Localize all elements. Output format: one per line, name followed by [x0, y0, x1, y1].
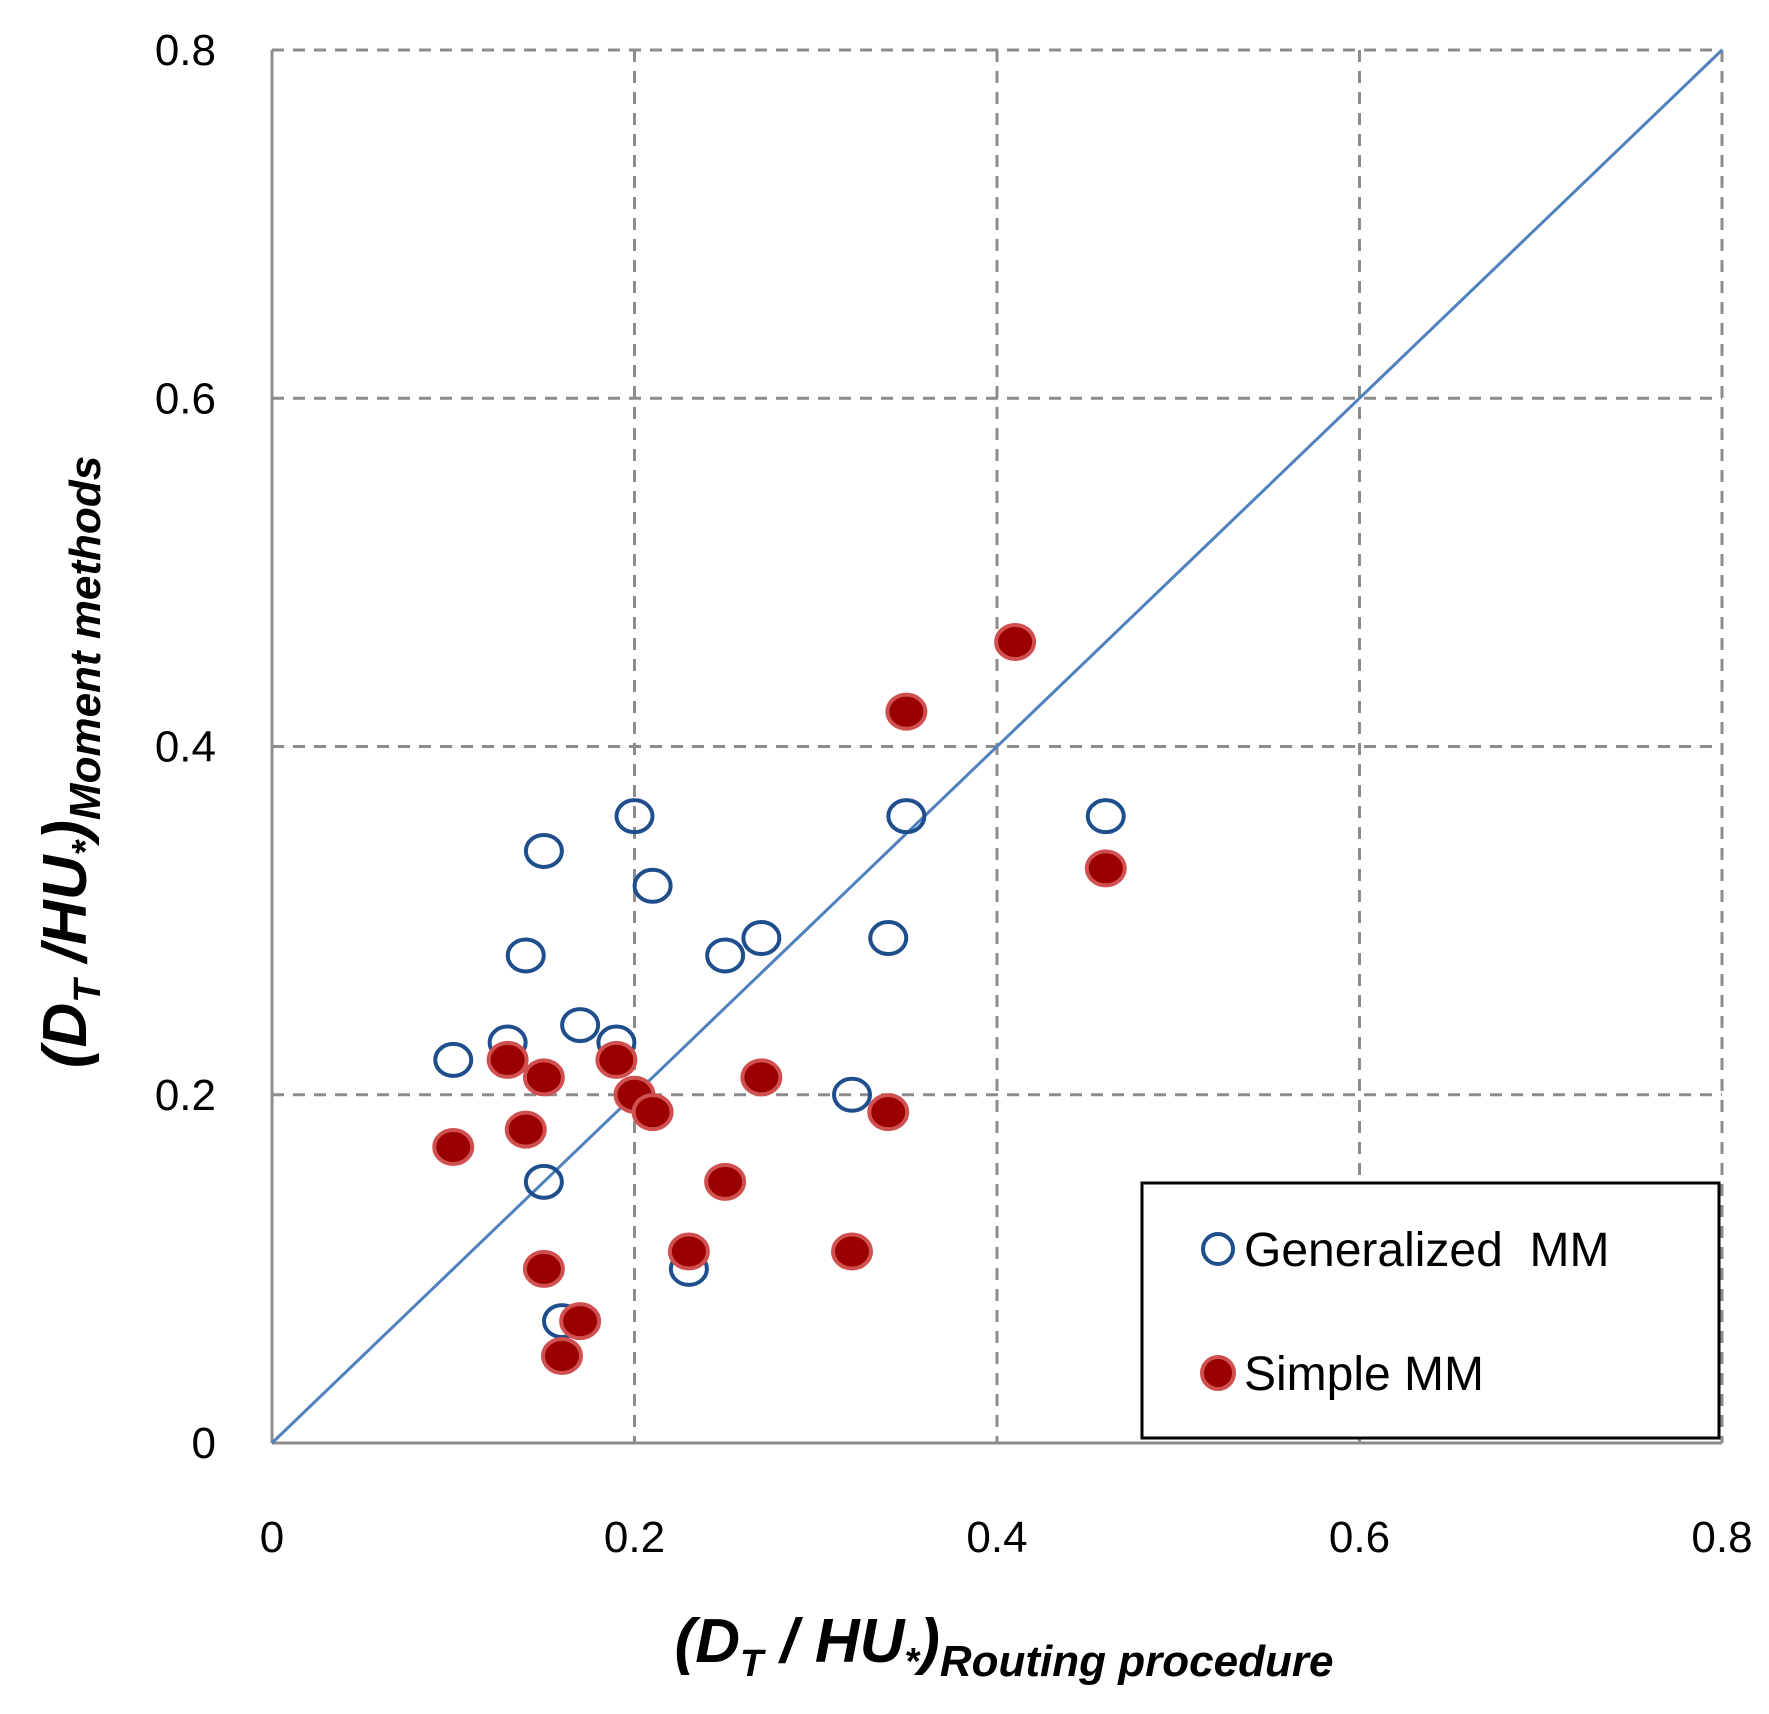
generalized-mm-point	[632, 867, 673, 904]
x-tick-label: 0.8	[1691, 1513, 1752, 1562]
simple-mm-point	[867, 1093, 910, 1132]
generalized-mm-point	[433, 1041, 474, 1078]
legend: Generalized MM Simple MM	[1140, 1181, 1721, 1440]
y-tick-label: 0.2	[155, 1071, 216, 1120]
generalized-mm-point	[832, 1076, 872, 1113]
simple-mm-point	[994, 623, 1037, 662]
y-tick-labels: 0 0.2 0.4 0.6 0.8	[155, 26, 216, 1468]
simple-mm-point	[831, 1232, 873, 1271]
simple-mm-point	[667, 1232, 710, 1271]
simple-mm-point	[559, 1302, 602, 1341]
generalized-mm-point	[560, 1007, 601, 1044]
generalized-mm-point	[741, 920, 782, 957]
x-tick-label: 0.4	[966, 1513, 1027, 1562]
simple-mm-point	[631, 1093, 674, 1132]
simple-mm-point	[704, 1162, 747, 1201]
simple-mm-point	[504, 1110, 547, 1149]
simple-mm-point	[595, 1040, 638, 1079]
generalized-mm-point	[705, 937, 746, 974]
x-tick-label: 0.6	[1329, 1513, 1390, 1562]
simple-mm-point	[522, 1249, 565, 1288]
generalized-mm-point	[505, 937, 546, 974]
simple-mm-point	[486, 1040, 529, 1079]
y-tick-label: 0.6	[155, 374, 216, 423]
generalized-mm-point	[1085, 798, 1126, 835]
simple-mm-point	[1084, 849, 1127, 888]
simple-mm-point	[740, 1058, 783, 1097]
x-axis-title: (DT / HU*)Routing procedure	[675, 1607, 1334, 1686]
generalized-mm-point	[886, 798, 927, 835]
y-tick-label: 0.4	[155, 723, 216, 772]
simple-mm-point	[541, 1336, 583, 1375]
legend-label-simple: Simple MM	[1244, 1348, 1484, 1401]
reference-line	[270, 48, 1724, 1445]
simple-mm-point	[522, 1058, 565, 1097]
simple-mm-point	[432, 1127, 475, 1166]
generalized-mm-point	[523, 1163, 564, 1200]
y-axis-title: (DT /HU*)Moment methods	[31, 456, 110, 1068]
data-points	[432, 623, 1127, 1375]
reference-line-group	[270, 48, 1724, 1445]
y-tick-label: 0.8	[155, 26, 216, 75]
legend-box	[1140, 1181, 1721, 1440]
x-tick-label: 0	[260, 1513, 284, 1562]
x-tick-label: 0.2	[604, 1513, 665, 1562]
x-tick-labels: 0 0.2 0.4 0.6 0.8	[260, 1513, 1753, 1562]
legend-marker-simple	[1200, 1355, 1236, 1391]
generalized-mm-point	[868, 920, 909, 957]
legend-label-generalized: Generalized MM	[1244, 1224, 1609, 1277]
generalized-mm-point	[523, 832, 564, 869]
axes	[270, 50, 1722, 1445]
y-tick-label: 0	[192, 1419, 216, 1468]
simple-mm-point	[885, 692, 928, 731]
legend-marker-generalized	[1201, 1232, 1235, 1266]
generalized-mm-point	[614, 798, 655, 835]
